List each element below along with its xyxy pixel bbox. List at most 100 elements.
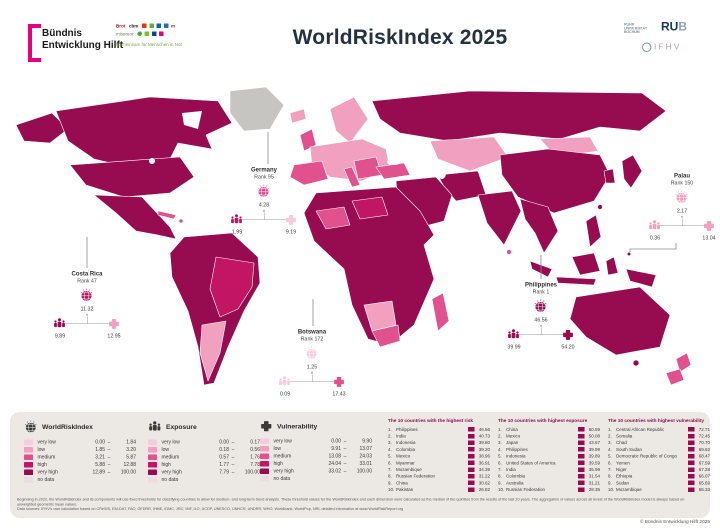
cross-icon [333, 376, 345, 388]
table-row: 4. South Sudan 69.62 [608, 446, 710, 453]
legend-range-to: 3.20 [126, 447, 136, 453]
copyright-text: © Bündnis Entwicklung Hilft 2025 [639, 519, 710, 525]
rank-number: 9. [498, 480, 502, 486]
legend-row: no data [148, 476, 260, 484]
table-row: 9. Sudan 65.69 [608, 480, 710, 487]
connector-line [682, 218, 683, 226]
footnote-data-sources: Data sources: IFHV's own calculation bas… [17, 506, 404, 512]
partner-logo-square [156, 23, 162, 29]
value-bar [578, 467, 585, 472]
caret-up-icon: ▴ [539, 322, 543, 328]
value: 65.33 [698, 487, 710, 493]
callout-rank: Rank 95 [254, 174, 274, 180]
legend-range-to: 100.00 [244, 469, 260, 476]
globe-icon [80, 288, 94, 302]
rank-number: 1. [498, 426, 502, 432]
value: 39.80 [478, 440, 490, 446]
value: 34.39 [478, 467, 490, 473]
value: 38.96 [478, 453, 490, 459]
vulnerability-value: 12.95 [107, 333, 121, 339]
legend-swatch [148, 447, 157, 453]
legend-row: no data [260, 475, 372, 483]
rank-number: 10. [608, 487, 615, 493]
country-name: Russian Federation [506, 487, 546, 493]
page-title: WorldRiskIndex 2025 [292, 26, 508, 49]
legend-range-to: 100.00 [356, 468, 372, 475]
rank-number: 4. [608, 446, 612, 452]
country-shape-india [477, 190, 522, 246]
legend-range-to: 0.56 [250, 447, 260, 453]
country-name: Indonesia [396, 440, 416, 446]
country-shape-iberia [289, 160, 329, 186]
value-bar [578, 487, 585, 492]
connector-line [289, 381, 335, 382]
legend-range-to: 12.88 [123, 462, 136, 468]
people-icon [148, 420, 162, 434]
country-name: Mozambique [396, 467, 422, 473]
legend-range-dash: – [231, 462, 235, 468]
table-row: 10. Pakistan 26.82 [388, 486, 490, 493]
rank-number: 10. [388, 487, 395, 493]
table-rows: 1. China 60.59 2. Mexico 50.08 [498, 426, 600, 493]
table-row: 9. Australia 31.21 [498, 480, 600, 487]
people-icon [648, 219, 661, 232]
legend-exposure: Exposure very low 0.00 – 0.17 [148, 420, 260, 484]
rank-number: 5. [388, 453, 392, 459]
legend-class-label: very high [161, 469, 182, 476]
bundnis-bracket-mark [28, 24, 41, 62]
rank-number: 6. [498, 460, 502, 466]
table-highest-exposure: The 10 countries with highest exposure 1… [498, 418, 600, 493]
cross-icon [562, 329, 574, 341]
country-name: Philippines [396, 426, 418, 432]
country-shape-borneo [571, 252, 601, 276]
globe-icon [257, 184, 271, 198]
rank-number: 3. [608, 440, 612, 446]
rank-number: 7. [608, 467, 612, 473]
country-name: Niger [616, 467, 627, 473]
value-bar [578, 447, 585, 452]
legend-class-label: medium [161, 454, 180, 461]
copyright-line: © Bündnis Entwicklung Hilft 2025 [510, 519, 710, 529]
value-bar [688, 487, 695, 492]
country-shape-hispaniola [178, 218, 184, 224]
callout-country: Costa Rica [71, 270, 103, 277]
value-bar [578, 433, 585, 439]
country-shape-philippines [585, 214, 602, 248]
connector-line [264, 212, 265, 220]
exposure-value: 0.09 [279, 391, 291, 397]
legend-row: high 5.88 – 12.88 [24, 461, 136, 469]
partner-logo-misereor: misereor [116, 31, 134, 37]
country-shape-new-zealand-south [665, 368, 685, 386]
legend-range-to: 33.01 [359, 461, 372, 467]
people-icon [507, 328, 520, 341]
caret-up-icon: ▴ [310, 369, 314, 375]
legend-class-label: medium [37, 454, 56, 461]
table-row: 1. Philippines 46.56 [388, 426, 490, 433]
caret-up-icon: ▴ [85, 311, 89, 317]
table-row: 6. United States of America 39.59 [498, 459, 600, 466]
legend-class-label: no data [37, 477, 55, 483]
legend-class-label: no data [273, 476, 291, 482]
country-name: United States of America [506, 460, 556, 466]
legend-swatch [24, 469, 33, 475]
cross-icon [260, 420, 273, 433]
legend-range-dash: – [343, 438, 347, 445]
value-bar [468, 427, 475, 432]
rank-number: 2. [608, 433, 612, 439]
country-shape-south-africa [371, 324, 401, 348]
ifhv-circle-icon [642, 42, 652, 52]
legend-range-to: 1.84 [126, 439, 136, 446]
callout-philippines: Philippines Rank 1 46.56 ▴ 39.99 54.20 [503, 281, 579, 359]
table-row: 5. Mexico 38.96 [388, 453, 490, 460]
callout-rank: Rank 150 [670, 180, 694, 186]
legend-swatch [24, 439, 33, 445]
country-name: China [506, 426, 518, 432]
table-row: 8. Ethiopia 66.07 [608, 473, 710, 480]
value-bar [468, 473, 475, 479]
country-name: Chad [616, 440, 627, 446]
callout-palau: Palau Rank 150 2.17 ▴ 0.36 13.04 [644, 172, 720, 250]
wri-value: 2.17 [676, 208, 688, 214]
partner-logo-square [159, 31, 164, 37]
legend-class-label: very low [161, 439, 180, 446]
